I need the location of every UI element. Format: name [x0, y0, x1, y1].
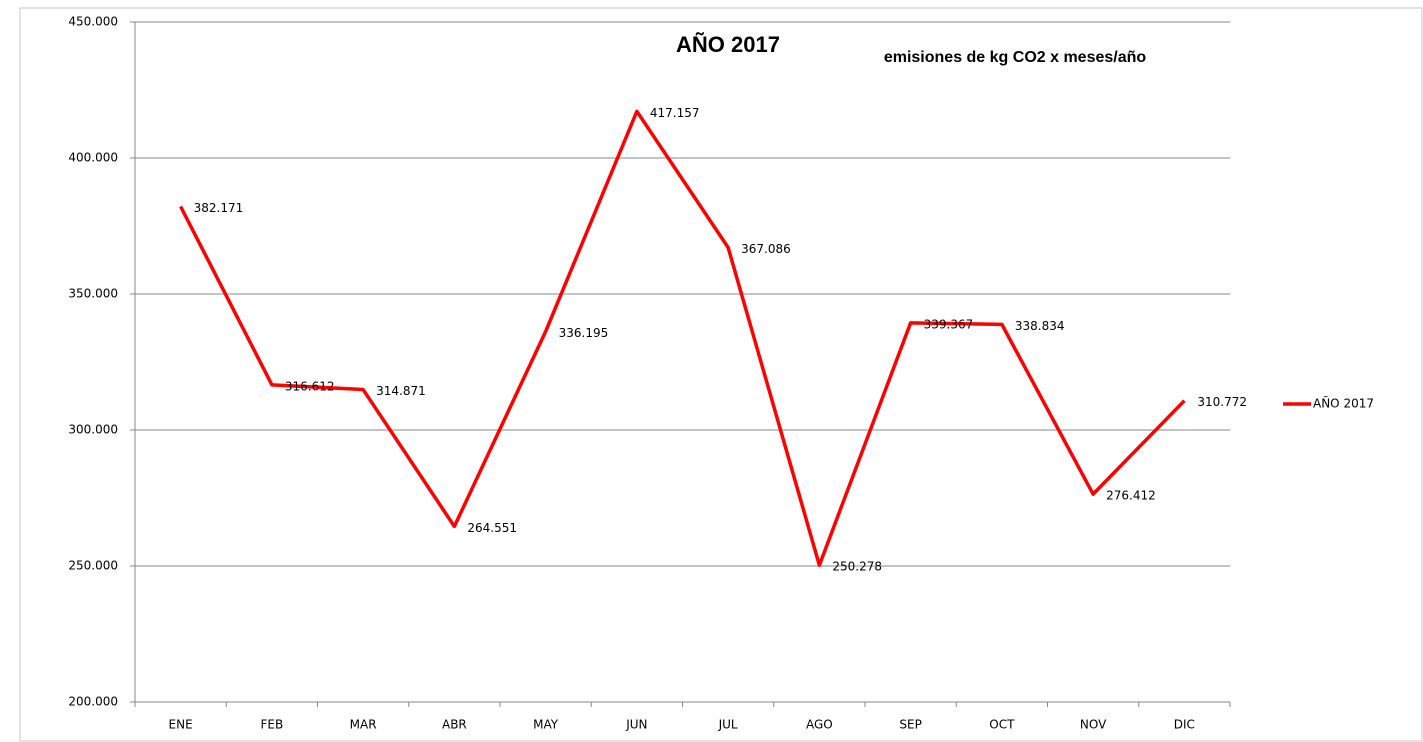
data-label: 338.834 [1015, 319, 1065, 333]
data-label: 264.551 [467, 521, 517, 535]
chart-subtitle: emisiones de kg CO2 x meses/año [884, 49, 1147, 66]
data-line [179, 109, 1186, 567]
chart-title: AÑO 2017 [676, 32, 780, 57]
x-tick-label: OCT [989, 718, 1015, 732]
x-tick-label: MAY [533, 718, 559, 732]
x-tick-label: JUL [718, 718, 738, 732]
chart-frame [19, 7, 1423, 742]
y-tick-label: 250.000 [68, 559, 118, 573]
y-tick-label: 450.000 [68, 15, 118, 29]
x-tick-label: AGO [806, 718, 833, 732]
data-label: 276.412 [1106, 489, 1156, 503]
data-label: 367.086 [741, 242, 791, 256]
y-tick-label: 300.000 [68, 423, 118, 437]
y-tick-label: 200.000 [68, 695, 118, 709]
legend-label: AÑO 2017 [1313, 396, 1374, 411]
y-tick-label: 350.000 [68, 287, 118, 301]
x-tick-label: ABR [442, 718, 467, 732]
x-tick-label: DIC [1174, 718, 1195, 732]
data-label: 382.171 [194, 201, 244, 215]
x-tick-label: ENE [169, 718, 193, 732]
x-tick-label: NOV [1080, 718, 1107, 732]
data-label: 310.772 [1197, 395, 1247, 409]
data-label: 339.367 [924, 317, 974, 331]
data-label: 314.871 [376, 384, 426, 398]
x-tick-label: MAR [350, 718, 377, 732]
x-tick-label: JUN [625, 718, 647, 732]
x-tick-label: FEB [261, 718, 284, 732]
y-tick-label: 400.000 [68, 151, 118, 165]
x-tick-label: SEP [899, 718, 921, 732]
data-label: 250.278 [832, 560, 882, 574]
data-label: 316.612 [285, 379, 335, 393]
data-label: 336.195 [559, 326, 609, 340]
data-label: 417.157 [650, 106, 700, 120]
